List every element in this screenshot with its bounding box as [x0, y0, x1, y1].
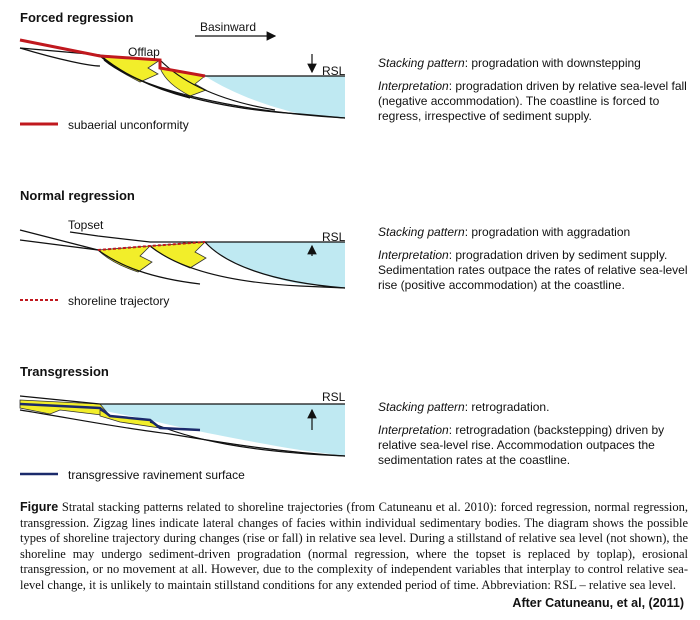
- stacking-pattern-label: Stacking pattern: [378, 56, 465, 70]
- interpretation-value: : progradation driven by sediment supply…: [378, 248, 688, 292]
- sea-water: [205, 242, 345, 288]
- sediment-wedge: [97, 245, 153, 273]
- clinoform-line: [159, 59, 276, 111]
- interpretation-label: Interpretation: [378, 423, 449, 437]
- clinoform-line: [204, 241, 346, 289]
- stacking-pattern-value: : progradation with aggradation: [464, 225, 631, 239]
- stacking-pattern-value: : progradation with downstepping: [464, 56, 641, 70]
- clinoform-line: [149, 245, 346, 289]
- stacking-pattern-value: : retrogradation.: [464, 400, 550, 414]
- legend-shoreline-trajectory-label: shoreline trajectory: [68, 294, 170, 308]
- figure-caption: Figure Stratal stacking patterns related…: [20, 500, 688, 593]
- ravinement-surface-line: [19, 402, 201, 432]
- section-title-forced-regression: Forced regression: [20, 10, 134, 25]
- interpretation-label: Interpretation: [378, 79, 449, 93]
- sea-water: [100, 404, 345, 456]
- clinoform-line: [19, 239, 201, 285]
- clinoform-line: [19, 409, 346, 457]
- rsl-label-3: RSL: [322, 390, 346, 404]
- clinoform-line: [19, 47, 101, 67]
- interpretation-value: : retrogradation (backstepping) driven b…: [378, 423, 665, 467]
- section-title-normal-regression: Normal regression: [20, 188, 135, 203]
- clinoform-line: [19, 229, 99, 251]
- figure-label: Figure: [20, 500, 59, 514]
- rsl-label-1: RSL: [322, 64, 346, 78]
- description-transgression: Stacking pattern: retrogradation. Interp…: [378, 400, 688, 476]
- offlap-label: Offlap: [128, 45, 160, 59]
- rsl-label-2: RSL: [322, 230, 346, 244]
- description-normal-regression: Stacking pattern: progradation with aggr…: [378, 225, 688, 301]
- sea-water: [205, 76, 345, 118]
- subaerial-unconformity-line: [19, 38, 206, 78]
- legend-ravinement-surface-label: transgressive ravinement surface: [68, 468, 245, 482]
- topset-label: Topset: [68, 218, 104, 232]
- clinoform-line: [103, 59, 346, 119]
- stacking-pattern-label: Stacking pattern: [378, 400, 465, 414]
- sea-level-line: [19, 395, 345, 405]
- source-credit: After Catuneanu, et al, (2011): [512, 596, 684, 610]
- shoreline-trajectory-line: [97, 241, 206, 251]
- basinward-label: Basinward: [200, 20, 257, 34]
- diagram-normal-regression: [19, 229, 346, 301]
- caption-text: Stratal stacking patterns related to sho…: [20, 500, 688, 592]
- interpretation-label: Interpretation: [378, 248, 449, 262]
- description-forced-regression: Stacking pattern: progradation with down…: [378, 56, 688, 132]
- interpretation-value: : progradation driven by relative sea-le…: [378, 79, 687, 123]
- stratal-diagrams: [19, 31, 346, 476]
- topset-line: [69, 231, 205, 243]
- diagram-transgression: [19, 395, 346, 476]
- diagram-forced-regression: [19, 31, 346, 126]
- section-title-transgression: Transgression: [20, 364, 109, 379]
- stacking-pattern-label: Stacking pattern: [378, 225, 465, 239]
- legend-subaerial-unconformity-label: subaerial unconformity: [68, 118, 189, 132]
